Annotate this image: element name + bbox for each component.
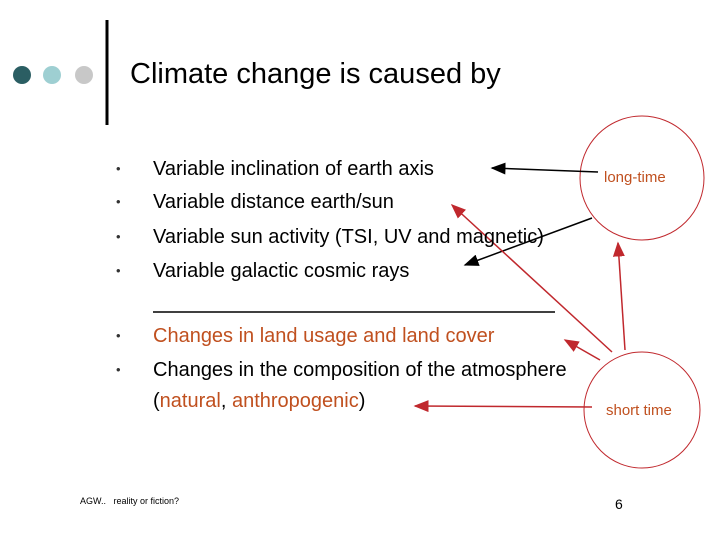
page-number: 6 [615, 496, 623, 512]
text: ) [358, 390, 366, 412]
bullet: Variable distance earth/sun [116, 191, 394, 214]
bullet: Variable inclination of earth axis [116, 158, 434, 181]
text: natural [159, 390, 221, 412]
bullet: Changes in the composition of the atmosp… [116, 359, 567, 382]
bullet: Variable sun activity (TSI, UV and magne… [116, 226, 544, 249]
footer: AGW.. reality or fiction? [80, 496, 180, 506]
bullet: Variable galactic cosmic rays [116, 260, 409, 283]
long-time-label: long-time [604, 169, 666, 186]
bullet-detail: (natural, anthropogenic) [153, 390, 365, 413]
text: anthropogenic [231, 390, 359, 412]
bullet: Changes in land usage and land cover [116, 325, 494, 348]
text: , [220, 390, 232, 412]
slide-title: Climate change is caused by [130, 58, 501, 90]
short-time-label: short time [606, 402, 672, 419]
text: ( [153, 390, 160, 412]
